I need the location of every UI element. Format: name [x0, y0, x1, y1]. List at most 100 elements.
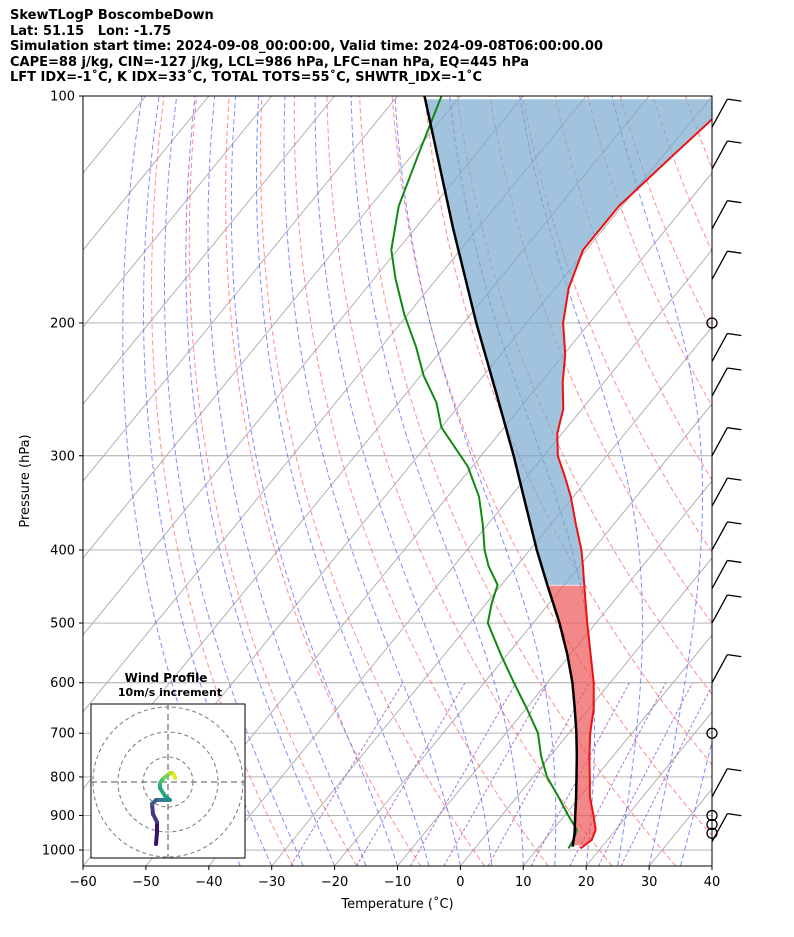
- isotherm-line: [334, 403, 712, 866]
- wind-barb-flag: [727, 477, 742, 481]
- hodograph-trace: [154, 830, 159, 846]
- dry-adiabat: [751, 96, 794, 866]
- moist-adiabat: [230, 96, 398, 866]
- y-tick-label: 300: [50, 449, 75, 464]
- isotherm-line: [145, 172, 712, 866]
- isotherm-line: [83, 96, 210, 251]
- y-tick-label: 400: [50, 543, 75, 558]
- moist-adiabat: [711, 864, 712, 866]
- isotherm-line: [83, 96, 461, 559]
- mixing-ratio-line: [487, 682, 590, 866]
- wind-barb: [711, 200, 742, 230]
- wind-barb-shaft: [711, 477, 728, 507]
- dry-adiabat: [522, 96, 712, 553]
- x-tick-label: 0: [456, 875, 464, 890]
- hodograph-ring: [117, 731, 219, 833]
- wind-barb-shaft: [711, 768, 728, 798]
- wind-barb-shaft: [711, 333, 728, 362]
- wind-barb-flag: [727, 559, 742, 564]
- wind-barb-flag: [727, 367, 742, 371]
- x-axis-label: Temperature (˚C): [340, 896, 453, 912]
- dry-adiabat: [619, 96, 712, 332]
- dewpoint-line: [390, 96, 578, 849]
- isotherm-line: [83, 96, 273, 328]
- wind-barb-shaft: [711, 200, 728, 230]
- wind-barb-shaft: [711, 654, 728, 684]
- x-tick-label: −20: [321, 875, 348, 890]
- wind-barb-flag: [727, 594, 742, 598]
- isotherm-line: [83, 96, 398, 482]
- y-tick-label: 600: [50, 676, 75, 691]
- isotherm-line: [83, 96, 524, 636]
- wind-barb-flag: [727, 813, 742, 817]
- hodograph-subtitle: 10m/s increment: [118, 686, 222, 699]
- wind-barb-flag: [727, 250, 742, 254]
- hodograph-trace: [172, 773, 177, 780]
- isotherm-line: [397, 480, 712, 866]
- isotherm-line: [83, 96, 335, 405]
- y-tick-label: 900: [50, 809, 75, 824]
- dry-adiabat: [652, 96, 712, 253]
- simulation-time: Simulation start time: 2024-09-08_00:00:…: [10, 39, 603, 55]
- y-tick-label: 800: [50, 770, 75, 785]
- dry-adiabat: [587, 96, 712, 408]
- y-tick-label: 1000: [42, 844, 75, 859]
- wind-barb-flag: [727, 98, 742, 102]
- wind-barb: [711, 594, 742, 624]
- wind-barb-shaft: [711, 594, 728, 624]
- x-tick-label: 30: [641, 875, 658, 890]
- moist-adiabat: [314, 96, 493, 866]
- wind-barb: [711, 140, 742, 170]
- y-tick-label: 700: [50, 727, 75, 742]
- dry-adiabat: [685, 96, 712, 170]
- wind-barb: [711, 250, 742, 280]
- moist-adiabat: [611, 96, 703, 866]
- wind-barb: [711, 768, 742, 798]
- moist-adiabat: [185, 96, 336, 866]
- wind-barb-shaft: [711, 98, 728, 128]
- cape-area: [425, 99, 712, 585]
- moist-adiabat: [207, 96, 367, 866]
- moist-adiabat: [256, 96, 430, 866]
- dry-adiabat: [225, 96, 422, 866]
- wind-barb: [711, 367, 742, 397]
- wind-barb-shaft: [711, 427, 728, 457]
- dry-adiabat: [326, 96, 613, 866]
- y-tick-label: 100: [50, 90, 75, 105]
- wind-barb: [711, 559, 742, 589]
- mixing-ratio-line: [620, 684, 712, 866]
- calm-wind-marker: [706, 818, 718, 831]
- wind-barb-flag: [727, 427, 742, 431]
- wind-barb-shaft: [711, 367, 728, 397]
- station-location: Lat: 51.15 Lon: -1.75: [10, 23, 172, 39]
- wind-barb: [711, 427, 742, 457]
- hodograph-title: Wind Profile: [125, 671, 208, 685]
- isotherm-line: [711, 865, 712, 866]
- wind-barb: [711, 332, 742, 362]
- wind-barb: [711, 477, 742, 507]
- stability-indices-2: LFT IDX=-1˚C, K IDX=33˚C, TOTAL TOTS=55˚…: [10, 70, 483, 86]
- calm-wind-marker: [706, 827, 718, 839]
- dry-adiabat: [260, 96, 485, 866]
- station-title: SkewTLogP BoscombeDown: [10, 8, 214, 23]
- wind-barb-flag: [727, 200, 742, 204]
- calm-wind-marker: [706, 809, 718, 822]
- temperature-line: [556, 117, 712, 850]
- dry-adiabat: [718, 96, 794, 866]
- wind-barb-flag: [727, 654, 742, 658]
- x-tick-label: −50: [132, 875, 159, 890]
- mixing-ratio-line: [530, 682, 630, 866]
- isotherm-line: [585, 711, 712, 866]
- chart-header: SkewTLogP BoscombeDown Lat: 51.15 Lon: -…: [10, 8, 603, 86]
- mixing-ratio-line: [290, 682, 404, 866]
- cin-area: [547, 585, 596, 846]
- dry-adiabat: [293, 96, 549, 866]
- dry-adiabat: [188, 96, 358, 866]
- calm-wind-marker: [706, 317, 718, 329]
- mixing-ratio-line: [443, 682, 548, 866]
- y-axis-label: Pressure (hPa): [18, 434, 33, 527]
- y-tick-label: 200: [50, 316, 75, 331]
- dry-adiabat: [424, 96, 712, 766]
- x-tick-label: −60: [69, 875, 96, 890]
